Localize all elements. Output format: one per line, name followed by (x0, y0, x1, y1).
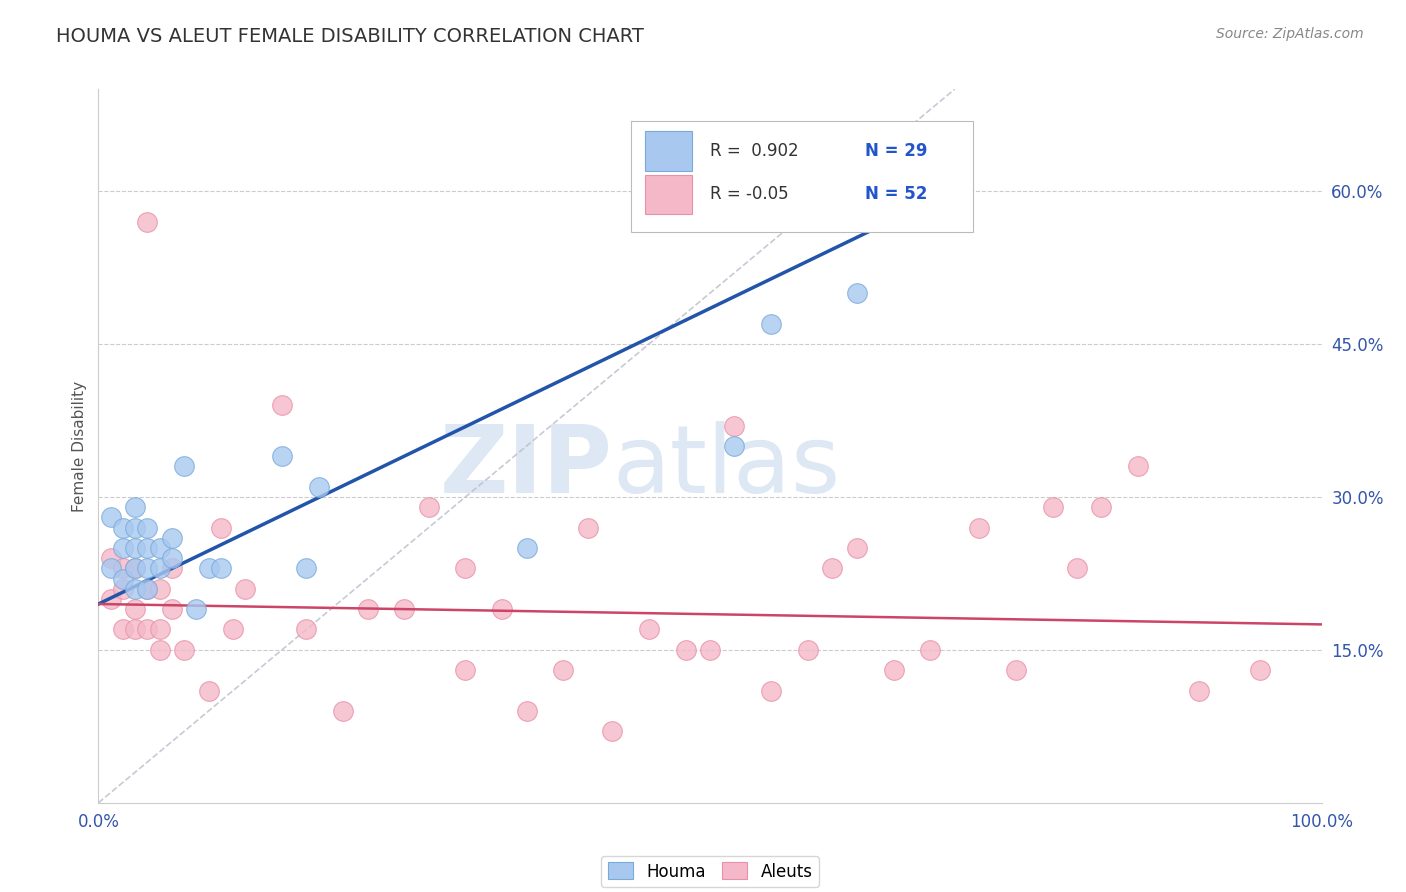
Point (197, 561, 219, 575)
Point (845, 541, 868, 555)
Point (1188, 683, 1211, 698)
Point (418, 500, 440, 515)
Point (136, 215, 159, 229)
Point (124, 623, 146, 637)
Point (270, 398, 294, 412)
Point (111, 541, 134, 555)
Point (209, 520, 232, 534)
Text: ZIP: ZIP (439, 421, 612, 514)
Point (149, 623, 172, 637)
Point (295, 623, 318, 637)
Point (124, 602, 146, 616)
Point (392, 602, 416, 616)
Point (173, 643, 195, 657)
Point (761, 683, 783, 698)
Point (149, 643, 172, 657)
Text: N = 29: N = 29 (865, 142, 928, 160)
Point (356, 602, 378, 616)
Point (1090, 500, 1112, 515)
Point (675, 643, 697, 657)
Point (332, 704, 354, 718)
Text: Source: ZipAtlas.com: Source: ZipAtlas.com (1216, 27, 1364, 41)
Point (515, 704, 537, 718)
Point (1066, 561, 1088, 575)
Point (160, 602, 183, 616)
Point (100, 551, 122, 566)
Point (124, 582, 146, 596)
Point (149, 561, 172, 575)
Point (1249, 663, 1271, 677)
Point (100, 510, 122, 524)
Point (149, 582, 172, 596)
Point (136, 582, 159, 596)
Y-axis label: Female Disability: Female Disability (72, 380, 87, 512)
Point (124, 500, 146, 515)
Point (723, 418, 745, 433)
Point (270, 449, 294, 463)
Point (723, 439, 745, 453)
Point (967, 520, 990, 534)
Point (111, 561, 134, 575)
Point (136, 623, 159, 637)
Point (491, 602, 513, 616)
Point (515, 541, 537, 555)
Point (197, 683, 219, 698)
Point (576, 520, 599, 534)
Text: R = -0.05: R = -0.05 (710, 186, 789, 203)
Point (699, 643, 721, 657)
Text: R =  0.902: R = 0.902 (710, 142, 799, 160)
Point (308, 480, 330, 494)
Point (136, 541, 159, 555)
Point (111, 582, 134, 596)
Point (454, 561, 477, 575)
Point (186, 602, 208, 616)
Point (761, 317, 783, 331)
Point (124, 520, 146, 534)
Text: atlas: atlas (612, 421, 841, 514)
FancyBboxPatch shape (645, 131, 692, 170)
Point (100, 561, 122, 575)
Point (111, 623, 134, 637)
Point (797, 643, 820, 657)
FancyBboxPatch shape (645, 175, 692, 214)
Point (637, 623, 661, 637)
Point (222, 623, 245, 637)
Point (160, 561, 183, 575)
Point (553, 663, 575, 677)
Point (136, 561, 159, 575)
Point (124, 561, 146, 575)
Point (111, 520, 134, 534)
Point (821, 561, 844, 575)
Point (883, 663, 905, 677)
Point (295, 561, 318, 575)
Point (124, 561, 146, 575)
Point (233, 582, 256, 596)
Point (136, 520, 159, 534)
Point (845, 286, 868, 301)
Point (149, 541, 172, 555)
Point (124, 541, 146, 555)
Point (1128, 459, 1150, 474)
Point (100, 591, 122, 606)
FancyBboxPatch shape (630, 121, 973, 232)
Point (209, 561, 232, 575)
Point (136, 582, 159, 596)
Point (1004, 663, 1026, 677)
Point (111, 572, 134, 586)
Point (1042, 500, 1064, 515)
Legend: Houma, Aleuts: Houma, Aleuts (600, 855, 820, 888)
Point (600, 724, 623, 739)
Text: N = 52: N = 52 (865, 186, 928, 203)
Point (160, 531, 183, 545)
Text: HOUMA VS ALEUT FEMALE DISABILITY CORRELATION CHART: HOUMA VS ALEUT FEMALE DISABILITY CORRELA… (56, 27, 644, 45)
Point (454, 663, 477, 677)
Point (920, 643, 942, 657)
Point (173, 459, 195, 474)
Point (160, 551, 183, 566)
